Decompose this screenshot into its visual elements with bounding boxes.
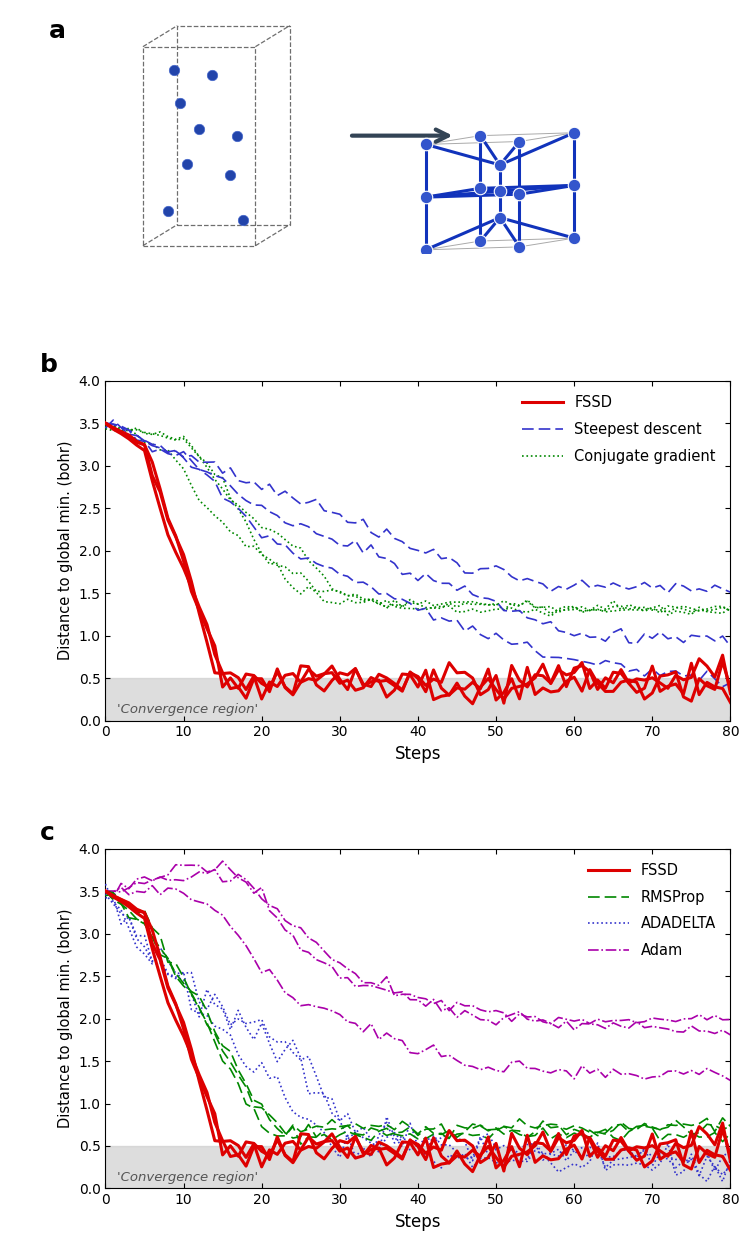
Y-axis label: Distance to global min. (bohr): Distance to global min. (bohr) (58, 909, 73, 1128)
Text: b: b (40, 353, 58, 378)
Text: c: c (40, 821, 55, 846)
Legend: FSSD, Steepest descent, Conjugate gradient: FSSD, Steepest descent, Conjugate gradie… (514, 387, 723, 470)
Bar (105, 678, 730, 721)
X-axis label: Steps: Steps (395, 1213, 441, 1231)
Y-axis label: Distance to global min. (bohr): Distance to global min. (bohr) (58, 441, 73, 660)
X-axis label: Steps: Steps (395, 745, 441, 763)
Text: 'Convergence region': 'Convergence region' (117, 703, 258, 717)
Bar (105, 1146, 730, 1188)
Text: a: a (49, 19, 66, 42)
Text: 'Convergence region': 'Convergence region' (117, 1171, 258, 1185)
Legend: FSSD, RMSProp, ADADELTA, Adam: FSSD, RMSProp, ADADELTA, Adam (581, 855, 723, 966)
